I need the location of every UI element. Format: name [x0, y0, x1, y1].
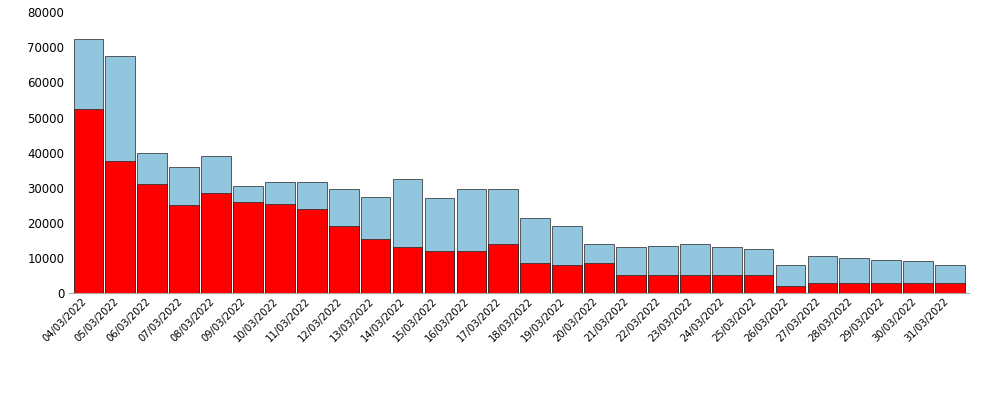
- Bar: [808, 256, 838, 293]
- Bar: [489, 244, 518, 293]
- Bar: [936, 282, 965, 293]
- Bar: [903, 261, 933, 293]
- Bar: [679, 276, 709, 293]
- Bar: [361, 239, 391, 293]
- Bar: [137, 184, 167, 293]
- Bar: [871, 260, 901, 293]
- Bar: [169, 167, 199, 293]
- Bar: [616, 276, 646, 293]
- Bar: [520, 263, 550, 293]
- Bar: [106, 56, 135, 293]
- Bar: [297, 182, 326, 293]
- Bar: [393, 179, 422, 293]
- Bar: [936, 265, 965, 293]
- Bar: [233, 186, 263, 293]
- Bar: [73, 39, 103, 293]
- Bar: [169, 205, 199, 293]
- Bar: [137, 153, 167, 293]
- Bar: [457, 251, 487, 293]
- Bar: [489, 190, 518, 293]
- Bar: [648, 276, 677, 293]
- Bar: [552, 226, 582, 293]
- Bar: [775, 265, 805, 293]
- Bar: [424, 251, 454, 293]
- Bar: [871, 282, 901, 293]
- Bar: [73, 109, 103, 293]
- Bar: [584, 244, 614, 293]
- Bar: [297, 209, 326, 293]
- Bar: [840, 282, 869, 293]
- Bar: [744, 276, 773, 293]
- Bar: [616, 247, 646, 293]
- Bar: [201, 156, 230, 293]
- Bar: [520, 218, 550, 293]
- Bar: [393, 247, 422, 293]
- Bar: [744, 249, 773, 293]
- Bar: [265, 204, 295, 293]
- Bar: [106, 162, 135, 293]
- Bar: [361, 197, 391, 293]
- Bar: [775, 286, 805, 293]
- Bar: [329, 190, 359, 293]
- Bar: [712, 276, 742, 293]
- Bar: [329, 226, 359, 293]
- Bar: [903, 282, 933, 293]
- Bar: [712, 247, 742, 293]
- Bar: [648, 246, 677, 293]
- Bar: [679, 244, 709, 293]
- Bar: [584, 263, 614, 293]
- Bar: [424, 198, 454, 293]
- Bar: [457, 190, 487, 293]
- Bar: [840, 258, 869, 293]
- Bar: [201, 193, 230, 293]
- Bar: [233, 202, 263, 293]
- Bar: [808, 282, 838, 293]
- Bar: [265, 182, 295, 293]
- Bar: [552, 265, 582, 293]
